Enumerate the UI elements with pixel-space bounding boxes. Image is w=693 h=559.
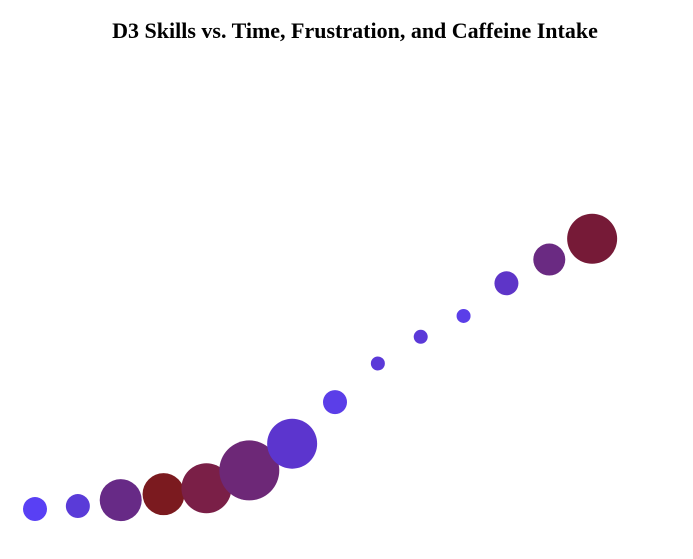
scatter-point-1	[23, 497, 47, 522]
scatter-point-9	[370, 356, 385, 371]
scatter-point-12	[494, 271, 519, 296]
scatter-point-8	[323, 390, 347, 415]
scatter-point-13	[533, 243, 566, 276]
scatter-point-7	[267, 418, 318, 469]
scatter-point-6	[219, 440, 280, 501]
chart-title: D3 Skills vs. Time, Frustration, and Caf…	[112, 18, 598, 43]
scatter-point-5	[181, 463, 232, 514]
scatter-point-4	[142, 473, 185, 516]
scatter-point-11	[456, 308, 471, 323]
scatter-point-2	[65, 494, 90, 519]
scatter-point-10	[413, 329, 428, 344]
data-points	[23, 213, 618, 522]
scatter-point-14	[567, 213, 618, 264]
scatter-point-3	[99, 479, 142, 522]
